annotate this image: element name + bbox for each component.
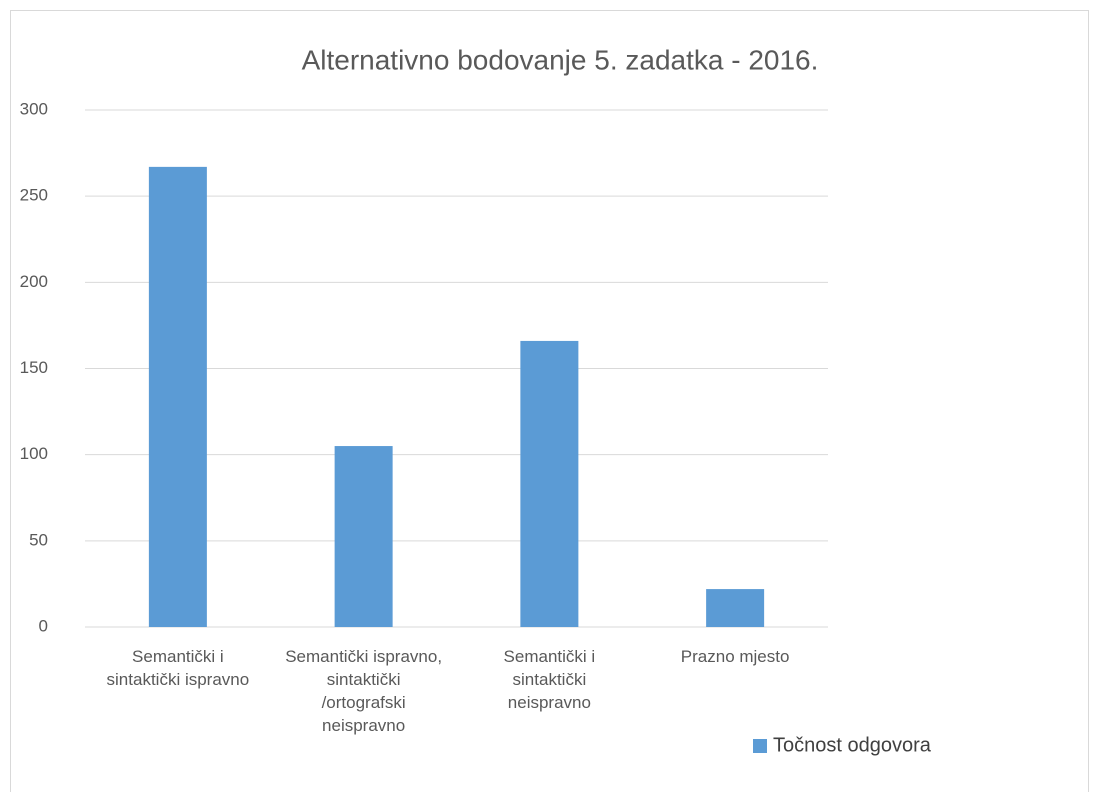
bar bbox=[706, 589, 765, 627]
y-tick-label: 100 bbox=[20, 444, 48, 463]
y-tick-label: 150 bbox=[20, 358, 48, 377]
y-tick-label: 250 bbox=[20, 186, 48, 205]
x-tick-label: Semantički i sintaktički ispravno bbox=[106, 647, 250, 689]
x-tick-label: Prazno mjesto bbox=[680, 647, 790, 666]
chart-title: Alternativno bodovanje 5. zadatka - 2016… bbox=[302, 44, 819, 75]
legend-label: Točnost odgovora bbox=[773, 734, 932, 756]
x-tick-label: Semantički i sintaktički neispravno bbox=[503, 647, 596, 712]
bar bbox=[520, 340, 579, 627]
y-tick-label: 200 bbox=[20, 272, 48, 291]
y-tick-label: 50 bbox=[29, 530, 48, 549]
y-tick-label: 300 bbox=[20, 99, 48, 118]
y-tick-label: 0 bbox=[39, 616, 48, 635]
x-tick-label: Semantički ispravno, sintaktički /ortogr… bbox=[285, 647, 443, 735]
bar bbox=[148, 166, 207, 627]
bar bbox=[334, 446, 393, 627]
legend-swatch bbox=[753, 739, 767, 753]
chart-border bbox=[10, 10, 1089, 792]
